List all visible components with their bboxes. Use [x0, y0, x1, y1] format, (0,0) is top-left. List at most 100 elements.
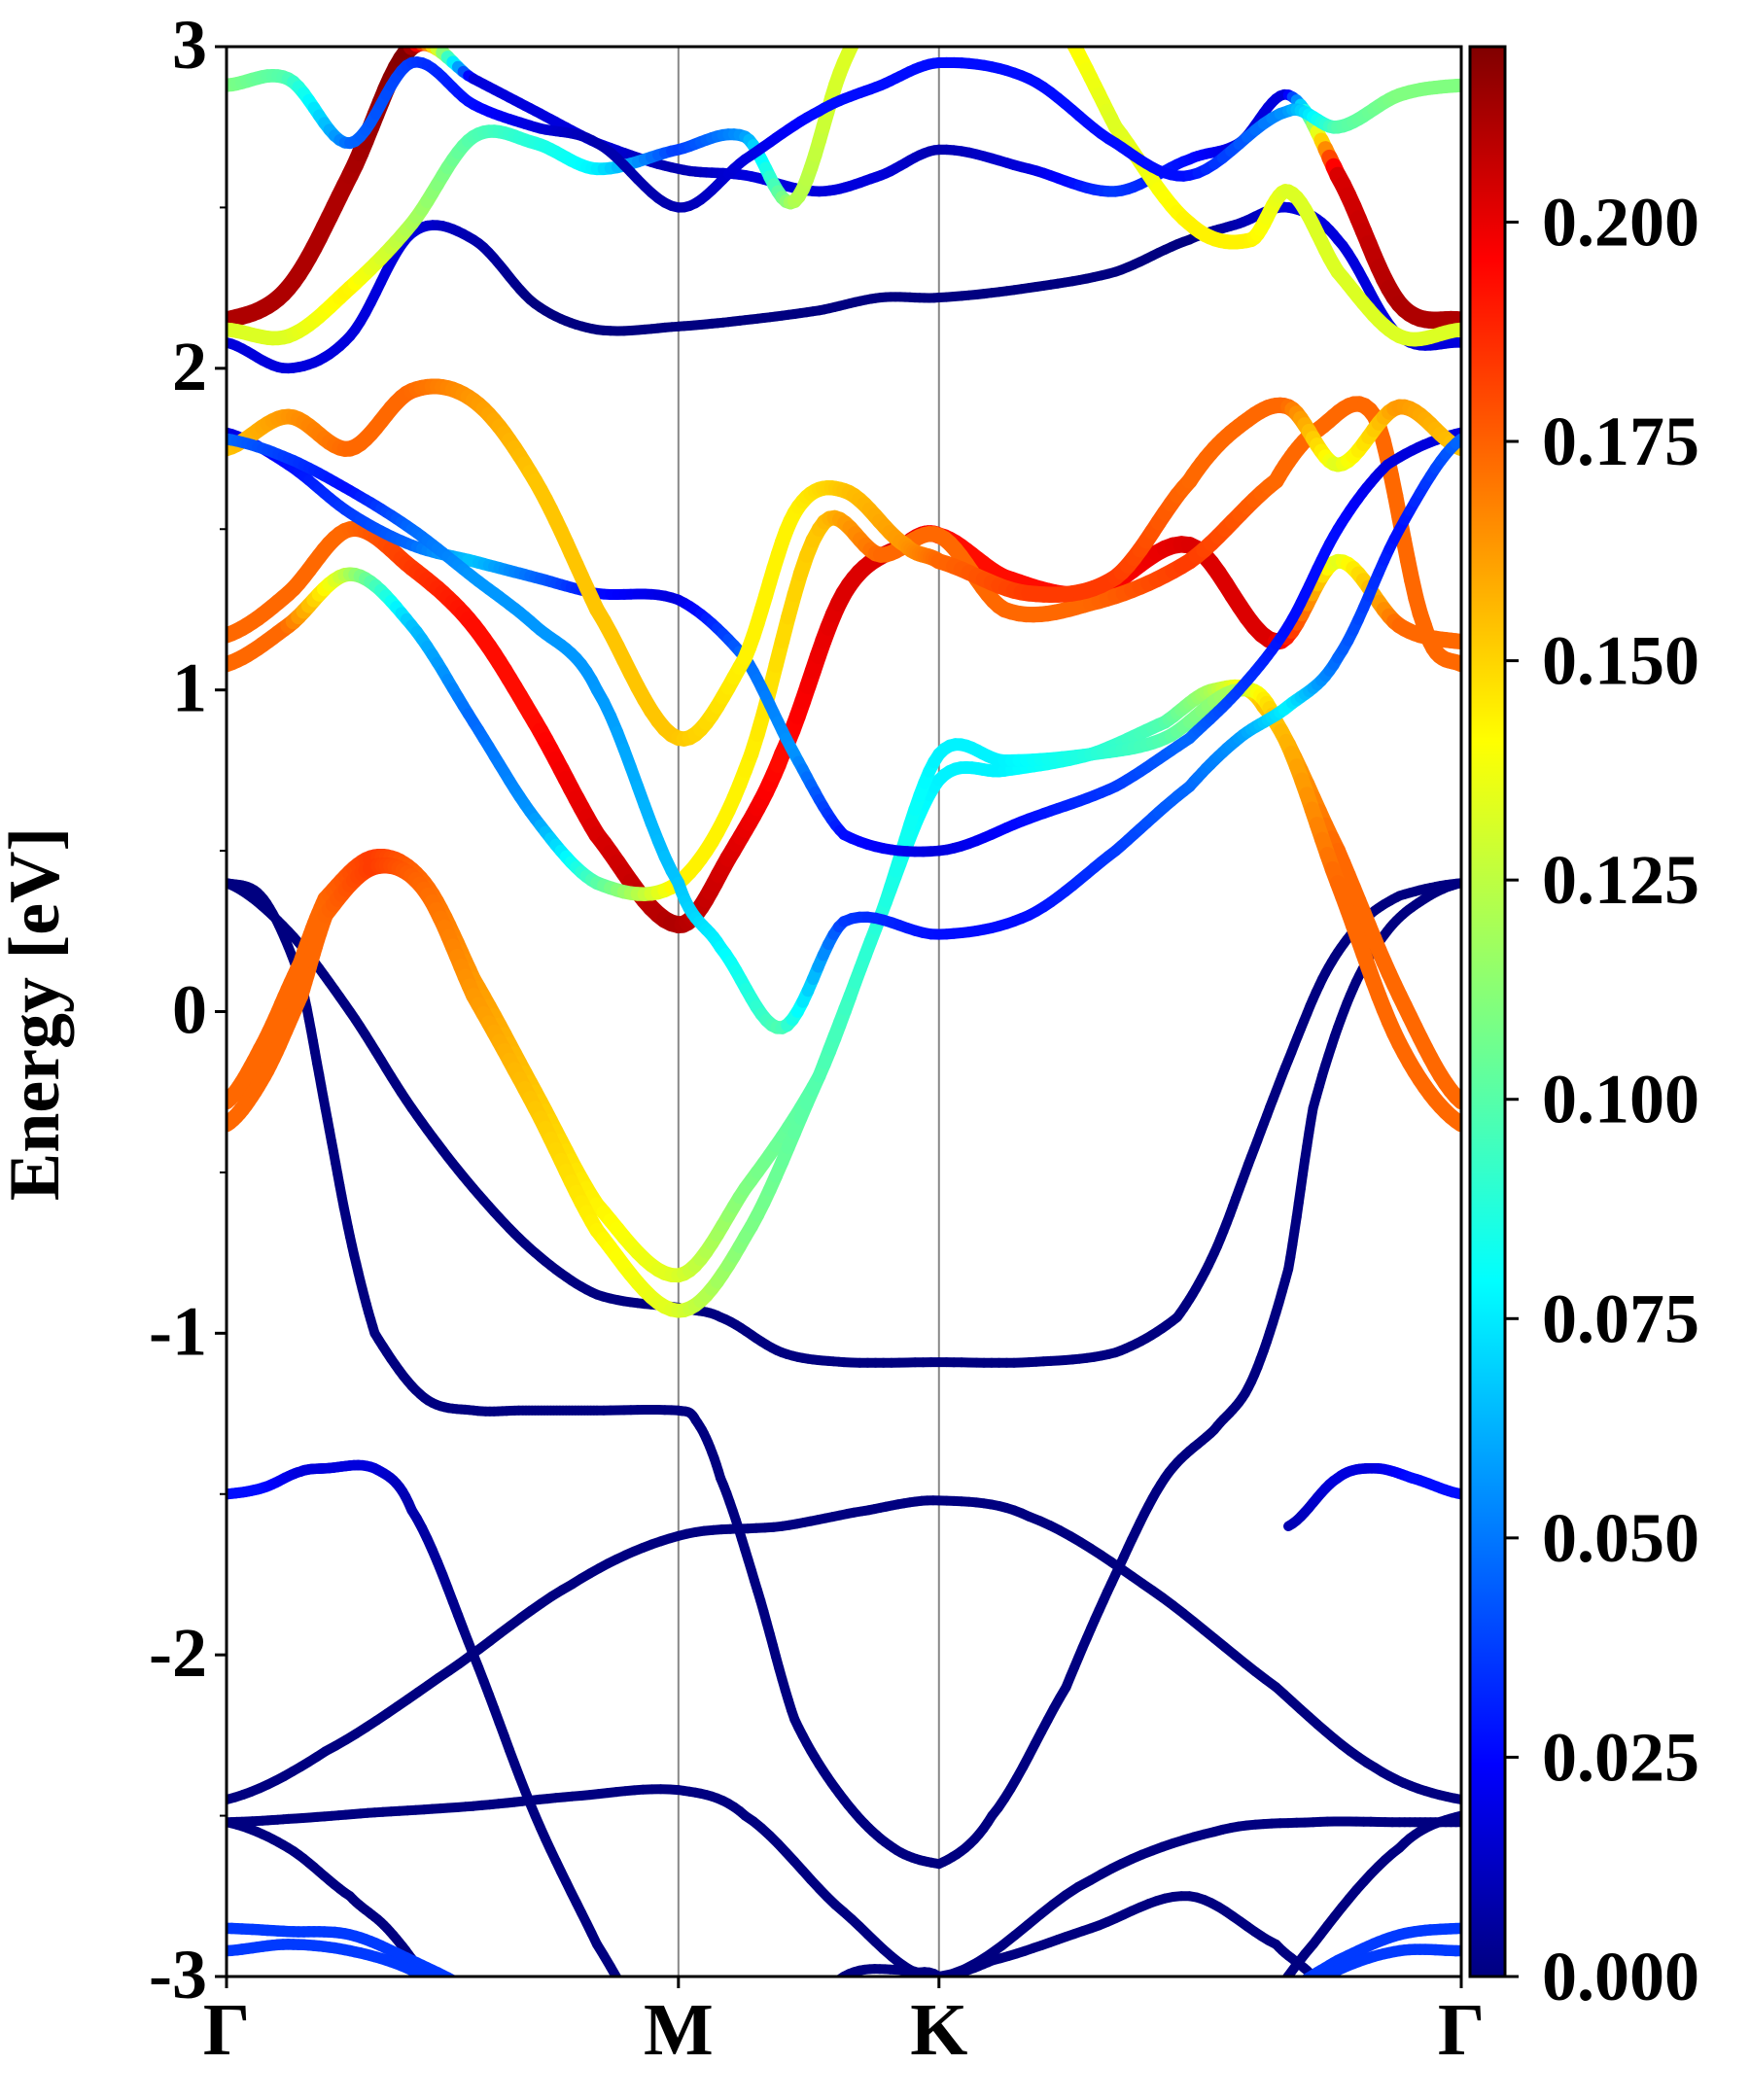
band-segment [525, 2032, 530, 2037]
y-tick-label: 2 [172, 328, 207, 405]
band-segment [1284, 1993, 1288, 1997]
band-4 [592, 1405, 944, 1870]
band-segment [910, 2078, 915, 2080]
band-segment [1190, 2089, 1199, 2097]
band-segment [420, 47, 440, 53]
band-segment [1218, 2052, 1222, 2055]
band-segment [1400, 2062, 1404, 2066]
band-segment [463, 1986, 468, 1989]
band-segment [1231, 2045, 1240, 2055]
band-segment [752, 2069, 756, 2075]
band-segment [831, 2037, 835, 2041]
band-segment [767, 2094, 772, 2096]
band-13 [227, 427, 1461, 858]
band-segment [408, 47, 430, 52]
band-segment [836, 2033, 840, 2037]
band-segment [463, 2001, 468, 2005]
band-segment [952, 0, 957, 2]
band-segment [444, 2001, 448, 2006]
band-segment [1198, 2065, 1202, 2068]
band-segment [541, 2078, 545, 2082]
band-segment [692, 2093, 696, 2096]
band-segment [815, 2053, 819, 2058]
band-segment [865, 2092, 870, 2093]
band-segment [747, 2074, 752, 2080]
band-segment [1272, 2004, 1276, 2008]
colorbar: 0.000 0.025 0.050 0.075 0.100 0.125 0.150 0.175… [1468, 45, 1699, 2015]
y-tick-label: 1 [172, 649, 207, 727]
band-segment [1181, 2097, 1190, 2100]
band-segment [572, 2080, 577, 2085]
y-tick-label: 0 [172, 971, 207, 1049]
band-segment [1198, 2082, 1206, 2089]
band-segment [1395, 2058, 1399, 2062]
band-segment [550, 2056, 555, 2062]
band-segment [823, 1988, 828, 1993]
band-segment [1048, 6, 1054, 15]
band-segment [1371, 2033, 1375, 2037]
band-segment [1367, 2029, 1371, 2033]
band-segment [561, 2096, 566, 2100]
kpoint-label: K [910, 1989, 967, 2071]
band-segment [500, 2011, 505, 2014]
band-segment [1006, 2084, 1014, 2086]
band-segment [1247, 2057, 1251, 2063]
band-segment [999, 2082, 1007, 2084]
band-segment [761, 2057, 766, 2063]
band-segment [1424, 2083, 1428, 2086]
band-segment [777, 2089, 782, 2092]
band-segment [1006, 2048, 1014, 2057]
band-segment [761, 2096, 766, 2098]
band-segment [1445, 2097, 1449, 2099]
band-segment [999, 2039, 1007, 2048]
band-segment [823, 2045, 827, 2048]
band-segment [1036, 2080, 1043, 2086]
band-segment [1428, 2086, 1432, 2089]
band-segment [514, 2051, 519, 2057]
band-segment [948, 2, 953, 8]
band-segment [976, 2078, 984, 2080]
band-segment [525, 2063, 530, 2068]
band-segment [828, 1984, 833, 1989]
band-segment [1313, 1975, 1321, 1977]
band-segment [920, 2075, 925, 2076]
band-segment [1239, 2068, 1242, 2073]
band-segment [924, 7, 928, 11]
band-segment [1379, 2042, 1382, 2046]
band-segment [1280, 1996, 1284, 2000]
band-segment [541, 2046, 545, 2050]
band-segment [469, 1989, 473, 1992]
kpoint-label: Γ [203, 1989, 250, 2071]
band-segment [1183, 2073, 1189, 2076]
band-segment [1288, 2005, 1292, 2009]
band-segment [1300, 1972, 1314, 1977]
band-segment [1146, 2092, 1152, 2095]
band-segment [790, 2080, 794, 2083]
band-segment [1067, 47, 1082, 53]
band-segment [606, 1962, 622, 1977]
band-segment [1247, 2030, 1251, 2034]
band-segment [1251, 2051, 1255, 2057]
band-segment [788, 2029, 792, 2035]
band-segment [1362, 2025, 1366, 2029]
band-segment [1387, 2050, 1391, 2054]
band-segment [1292, 2001, 1296, 2005]
band-0 [227, 1784, 1461, 1977]
band-segment [1223, 2050, 1227, 2053]
band-segment [900, 2081, 905, 2082]
band-segment [928, 11, 931, 14]
band-segment [1391, 2054, 1395, 2058]
band-segment [437, 1991, 440, 1996]
band-segment [860, 2007, 864, 2011]
band-21 [227, 1939, 1461, 2100]
y-tick-label: -3 [149, 1936, 207, 2013]
band-segment [682, 2080, 685, 2085]
band-segment [1255, 2011, 1264, 2022]
band-segment [1014, 2057, 1022, 2066]
band-segment [857, 2011, 860, 2014]
band-segment [827, 2041, 831, 2045]
band-segment [905, 2080, 910, 2082]
band-segment [489, 2003, 494, 2007]
band-segment [1247, 2022, 1255, 2034]
